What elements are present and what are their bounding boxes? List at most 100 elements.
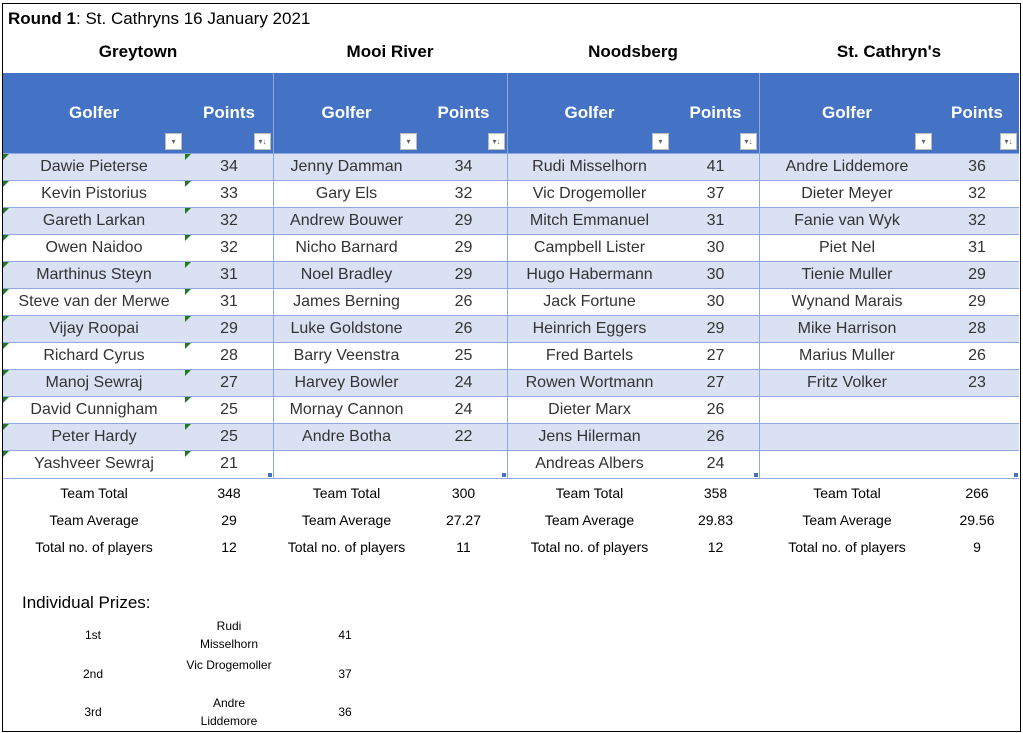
golfer-cell[interactable]: Richard Cyrus xyxy=(43,347,145,364)
golfer-cell[interactable]: Heinrich Eggers xyxy=(532,320,647,337)
golfer-cell[interactable]: Marthinus Steyn xyxy=(36,266,152,283)
golfer-cell[interactable]: Fred Bartels xyxy=(545,347,634,364)
points-cell[interactable]: 32 xyxy=(454,185,473,202)
points-cell[interactable]: 32 xyxy=(968,185,986,202)
points-cell[interactable]: 25 xyxy=(220,401,238,418)
golfer-cell[interactable]: Vijay Roopai xyxy=(49,320,139,337)
points-cell[interactable]: 28 xyxy=(968,320,986,337)
golfer-cell[interactable]: Andre Liddemore xyxy=(785,158,909,175)
golfer-cell[interactable]: Marius Muller xyxy=(798,347,895,364)
golfer-cell[interactable]: Nicho Barnard xyxy=(295,239,398,256)
golfer-cell[interactable]: Kevin Pistorius xyxy=(41,185,147,202)
golfer-cell[interactable]: Fritz Volker xyxy=(806,374,887,391)
points-cell[interactable]: 34 xyxy=(454,158,473,175)
sort-descending-icon[interactable]: ▾↓ xyxy=(740,133,757,150)
points-cell[interactable]: 26 xyxy=(706,428,725,445)
golfer-cell[interactable]: Piet Nel xyxy=(818,239,876,256)
points-cell[interactable]: 30 xyxy=(706,293,725,310)
points-cell[interactable]: 29 xyxy=(968,293,986,310)
golfer-cell[interactable]: Rudi Misselhorn xyxy=(532,158,647,175)
points-cell[interactable]: 26 xyxy=(454,293,473,310)
filter-dropdown-icon[interactable]: ▾ xyxy=(165,133,182,150)
golfer-cell[interactable]: Peter Hardy xyxy=(51,428,137,445)
golfer-cell[interactable]: Harvey Bowler xyxy=(294,374,399,391)
golfer-cell[interactable]: Tienie Muller xyxy=(801,266,893,283)
points-cell[interactable]: 31 xyxy=(220,266,238,283)
golfer-cell[interactable]: Luke Goldstone xyxy=(290,320,403,337)
golfer-cell[interactable]: Vic Drogemoller xyxy=(532,185,647,202)
points-cell[interactable]: 25 xyxy=(220,428,238,445)
golfer-cell[interactable]: Mornay Cannon xyxy=(289,401,404,418)
points-cell[interactable]: 26 xyxy=(968,347,986,364)
filter-dropdown-icon[interactable]: ▾ xyxy=(652,133,669,150)
table-resize-handle[interactable] xyxy=(502,473,506,477)
points-cell[interactable]: 31 xyxy=(706,212,725,229)
points-cell[interactable]: 24 xyxy=(706,455,725,472)
golfer-cell[interactable]: Dawie Pieterse xyxy=(40,158,148,175)
golfer-cell[interactable]: Campbell Lister xyxy=(533,239,646,256)
points-cell[interactable]: 29 xyxy=(968,266,986,283)
golfer-cell[interactable]: Andrew Bouwer xyxy=(290,212,403,229)
golfer-cell[interactable]: David Cunnigham xyxy=(30,401,158,418)
table-resize-handle[interactable] xyxy=(754,473,758,477)
points-cell[interactable]: 22 xyxy=(454,428,473,445)
golfer-cell[interactable]: Jenny Damman xyxy=(290,158,403,175)
points-cell[interactable]: 24 xyxy=(454,374,473,391)
sort-descending-icon[interactable]: ▾↓ xyxy=(1000,133,1017,150)
points-cell[interactable]: 31 xyxy=(220,293,238,310)
golfer-cell[interactable]: Hugo Habermann xyxy=(526,266,653,283)
golfer-cell[interactable]: Rowen Wortmann xyxy=(525,374,654,391)
golfer-cell[interactable]: Manoj Sewraj xyxy=(45,374,143,391)
points-cell[interactable]: 36 xyxy=(968,158,986,175)
golfer-cell[interactable]: Wynand Marais xyxy=(791,293,903,310)
table-resize-handle[interactable] xyxy=(1014,473,1018,477)
points-cell[interactable]: 30 xyxy=(706,266,725,283)
points-cell[interactable]: 32 xyxy=(220,239,238,256)
points-cell[interactable]: 29 xyxy=(454,239,473,256)
points-cell[interactable]: 29 xyxy=(454,212,473,229)
golfer-cell[interactable]: Dieter Marx xyxy=(548,401,631,418)
points-cell[interactable]: 26 xyxy=(706,401,725,418)
golfer-cell[interactable]: Steve van der Merwe xyxy=(18,293,170,310)
points-cell[interactable]: 27 xyxy=(706,347,725,364)
points-cell[interactable]: 28 xyxy=(220,347,238,364)
filter-dropdown-icon[interactable]: ▾ xyxy=(915,133,932,150)
golfer-cell[interactable]: Jack Fortune xyxy=(543,293,636,310)
golfer-cell[interactable]: Barry Veenstra xyxy=(293,347,400,364)
golfer-cell[interactable]: Mike Harrison xyxy=(797,320,897,337)
golfer-cell[interactable]: Andreas Albers xyxy=(535,455,644,472)
points-cell[interactable]: 33 xyxy=(220,185,238,202)
points-cell[interactable]: 21 xyxy=(220,455,238,472)
golfer-cell[interactable]: Dieter Meyer xyxy=(801,185,893,202)
points-cell[interactable]: 29 xyxy=(454,266,473,283)
golfer-cell[interactable]: Gareth Larkan xyxy=(42,212,146,229)
points-cell[interactable]: 32 xyxy=(968,212,986,229)
points-cell[interactable]: 26 xyxy=(454,320,473,337)
golfer-cell[interactable]: Yashveer Sewraj xyxy=(34,455,154,472)
table-resize-handle[interactable] xyxy=(268,473,272,477)
points-cell[interactable]: 29 xyxy=(706,320,725,337)
golfer-cell[interactable]: Jens Hilerman xyxy=(538,428,641,445)
points-cell[interactable]: 27 xyxy=(220,374,238,391)
golfer-cell[interactable]: Owen Naidoo xyxy=(45,239,143,256)
golfer-cell[interactable]: Noel Bradley xyxy=(300,266,393,283)
sort-descending-icon[interactable]: ▾↓ xyxy=(254,133,271,150)
points-cell[interactable]: 23 xyxy=(968,374,986,391)
golfer-cell[interactable]: James Berning xyxy=(293,293,400,310)
points-cell[interactable]: 29 xyxy=(220,320,238,337)
points-cell[interactable]: 24 xyxy=(454,401,473,418)
points-cell[interactable]: 34 xyxy=(220,158,238,175)
points-cell[interactable]: 37 xyxy=(706,185,725,202)
points-cell[interactable]: 41 xyxy=(706,158,725,175)
sort-descending-icon[interactable]: ▾↓ xyxy=(488,133,505,150)
points-cell[interactable]: 30 xyxy=(706,239,725,256)
points-cell[interactable]: 25 xyxy=(454,347,473,364)
golfer-cell[interactable]: Mitch Emmanuel xyxy=(529,212,650,229)
points-cell[interactable]: 31 xyxy=(968,239,986,256)
golfer-cell[interactable]: Gary Els xyxy=(315,185,378,202)
golfer-cell[interactable]: Andre Botha xyxy=(302,428,391,445)
points-cell[interactable]: 32 xyxy=(220,212,238,229)
golfer-cell[interactable]: Fanie van Wyk xyxy=(794,212,900,229)
filter-dropdown-icon[interactable]: ▾ xyxy=(400,133,417,150)
points-cell[interactable]: 27 xyxy=(706,374,725,391)
